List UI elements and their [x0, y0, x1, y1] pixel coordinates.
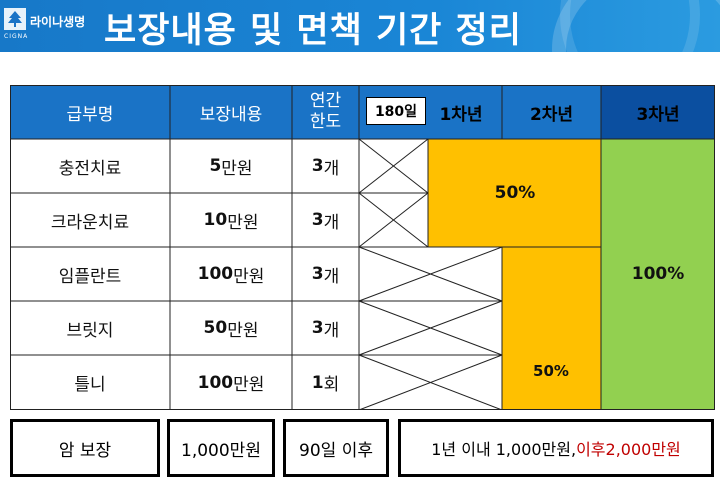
coverage-amount: 10 [203, 210, 228, 230]
limit-unit: 개 [323, 158, 340, 179]
header-year-3: 3차년 [601, 85, 715, 139]
coverage-unit: 만원 [233, 375, 265, 395]
limit-count: 3 [311, 156, 324, 176]
row-coverage-filling: 5 만원 [170, 139, 292, 193]
company-logo: 라이나생명 CIGNA [4, 6, 100, 46]
rate-label-lower-50: 50% [533, 362, 569, 380]
coverage-unit: 만원 [227, 212, 259, 233]
header-benefit-name: 급부명 [10, 85, 170, 139]
rate-label-100: 100% [631, 264, 685, 284]
page-title: 보장내용 및 면책 기간 정리 [104, 11, 522, 51]
logo-text: 라이나생명 [30, 15, 86, 29]
header-180-days-badge: 180일 [366, 97, 426, 125]
coverage-amount: 50 [203, 318, 228, 338]
row-coverage-implant: 100 만원 [170, 247, 292, 301]
coverage-table: 급부명 보장내용 연간 한도 180일 1차년 2차년 3차년 50% 50% … [10, 85, 715, 410]
logo-tree-icon [4, 8, 26, 30]
limit-unit: 회 [323, 375, 340, 395]
coverage-unit: 만원 [233, 266, 265, 287]
logo-subtext: CIGNA [4, 33, 29, 40]
row-name-implant: 임플란트 [58, 266, 122, 287]
limit-count: 1 [311, 372, 324, 393]
header-annual-limit-line1: 연간 [309, 91, 342, 111]
coverage-amount: 100 [197, 372, 234, 393]
coverage-amount: 100 [197, 264, 234, 284]
limit-unit: 개 [323, 266, 340, 287]
cancer-detail-main: 1년 이내 1,000만원, [431, 440, 577, 459]
row-coverage-denture: 100 만원 [170, 355, 292, 410]
header-annual-limit-line2: 한도 [309, 112, 342, 132]
cancer-amount: 1,000만원 [181, 440, 261, 461]
coverage-amount: 5 [209, 156, 222, 176]
title-banner: 라이나생명 CIGNA 보장내용 및 면책 기간 정리 [0, 0, 720, 52]
rate-region-upper [428, 139, 601, 247]
header-year-2: 2차년 [502, 85, 601, 139]
limit-count: 3 [311, 318, 324, 338]
cancer-coverage-label: 암 보장 [58, 440, 112, 461]
table-grid-lines [10, 85, 715, 410]
rate-region-lower [502, 247, 601, 410]
row-coverage-bridge: 50 만원 [170, 301, 292, 355]
cancer-coverage-label-box: 암 보장 [10, 419, 160, 477]
limit-count: 3 [311, 210, 324, 230]
row-name-crown: 크라운치료 [50, 212, 130, 233]
waiting-period: 90일 이후 [299, 440, 373, 461]
header-coverage: 보장내용 [170, 85, 292, 139]
row-coverage-crown: 10 만원 [170, 193, 292, 247]
cancer-detail-after: 이후2,000만원 [576, 440, 681, 459]
header-annual-limit: 연간 한도 [292, 85, 359, 139]
rate-label-upper-50: 50% [494, 183, 536, 203]
exclusion-cross-marks [358, 138, 503, 410]
banner-swirl-decoration-2 [560, 0, 700, 52]
limit-unit: 개 [323, 212, 340, 233]
limit-count: 3 [311, 264, 324, 284]
row-name-bridge: 브릿지 [66, 320, 114, 341]
rate-region-full [601, 139, 715, 410]
header-year-1: 1차년 [439, 104, 483, 125]
coverage-unit: 만원 [221, 158, 253, 179]
waiting-period-box: 90일 이후 [283, 419, 389, 477]
cancer-detail-box: 1년 이내 1,000만원, 이후2,000만원 [398, 419, 714, 477]
cancer-amount-box: 1,000만원 [167, 419, 275, 477]
limit-unit: 개 [323, 320, 340, 341]
row-name-filling: 충전치료 [58, 158, 122, 179]
coverage-unit: 만원 [227, 320, 259, 341]
row-name-denture: 틀니 [74, 375, 106, 395]
